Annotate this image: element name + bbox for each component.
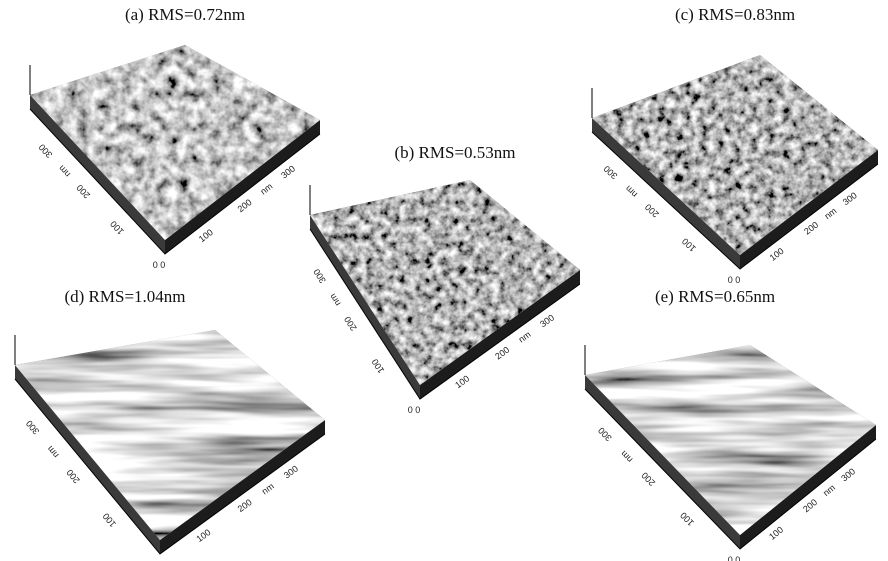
panel-caption: (d) RMS=1.04nm [64,287,185,306]
page: {"panels": [ {"caption": "(a) RMS=0.72nm… [0,0,888,561]
y-unit-label: nm [623,184,639,200]
y-tick-label: 100 [108,219,126,237]
origin-label: 0 0 [728,275,741,285]
figure: (a) RMS=0.72nm0 0100100200200300300nmnm(… [0,0,888,561]
y-unit-label: nm [56,163,72,179]
panel-caption: (e) RMS=0.65nm [655,287,775,306]
y-unit-label: nm [619,449,635,465]
x-unit-label: nm [822,206,838,222]
surface-texture [585,345,876,535]
x-tick-label: 100 [453,373,471,390]
x-tick-label: 200 [236,497,254,514]
x-tick-label: 300 [538,312,556,329]
x-tick-label: 100 [768,246,786,263]
y-tick-label: 300 [37,142,55,160]
x-unit-label: nm [517,329,533,344]
x-tick-label: 300 [841,190,859,207]
x-unit-label: nm [821,482,837,498]
y-tick-label: 300 [24,418,41,436]
x-tick-label: 100 [194,527,212,544]
x-tick-label: 300 [279,163,297,180]
origin-label: 0 0 [153,260,166,270]
panel-caption: (a) RMS=0.72nm [125,5,245,24]
y-tick-label: 200 [342,315,359,333]
y-tick-label: 200 [65,467,82,485]
panel-caption: (b) RMS=0.53nm [394,143,515,162]
y-unit-label: nm [45,444,61,460]
panel-caption: (c) RMS=0.83nm [675,5,795,24]
y-tick-label: 300 [311,267,328,285]
afm-panel: (b) RMS=0.53nm 0 0 100 100 200 200 300 300 nm nm [310,143,580,415]
y-tick-label: 100 [678,510,696,528]
y-tick-label: 100 [101,511,118,529]
x-tick-label: 100 [197,227,215,244]
y-tick-label: 200 [643,202,661,220]
x-tick-label: 200 [493,345,511,362]
x-unit-label: nm [258,181,274,197]
x-tick-label: 200 [236,197,254,214]
y-tick-label: 200 [640,470,658,488]
surface-texture [592,55,878,255]
y-tick-label: 100 [680,236,698,254]
x-tick-label: 200 [801,497,819,514]
x-tick-label: 300 [839,466,857,483]
y-tick-label: 300 [602,164,620,182]
x-unit-label: nm [260,481,276,496]
x-tick-label: 200 [802,220,820,237]
origin-label: 0 0 [408,405,421,415]
y-unit-label: nm [327,292,342,308]
origin-label: 0 0 [728,555,741,561]
y-tick-label: 200 [75,183,93,201]
y-tick-label: 300 [596,425,614,443]
x-tick-label: 100 [767,525,785,542]
y-tick-label: 100 [370,357,387,375]
x-tick-label: 300 [282,464,300,481]
